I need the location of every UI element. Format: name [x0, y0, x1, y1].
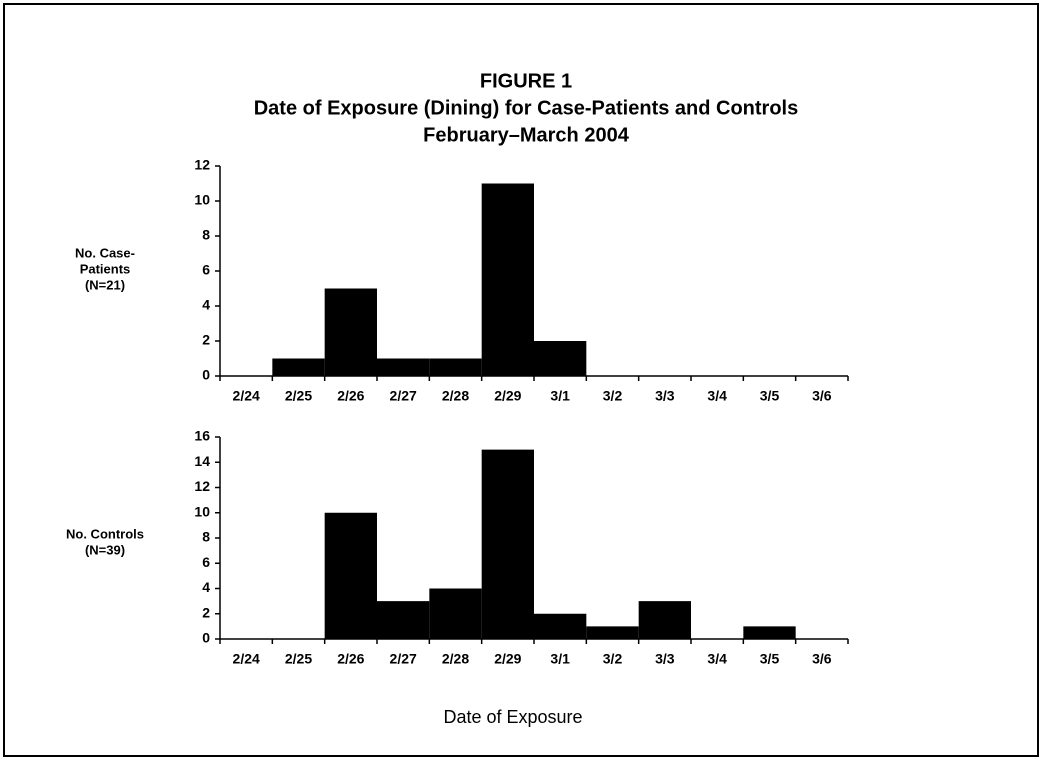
x-tick-label: 3/4	[707, 651, 727, 667]
bar	[429, 358, 482, 376]
x-axis-label: Date of Exposure	[443, 707, 582, 727]
x-tick-label: 3/4	[707, 388, 727, 404]
bar	[481, 183, 534, 376]
y-tick-label: 12	[194, 478, 210, 494]
x-tick-label: 3/3	[655, 651, 675, 667]
y-axis-label: (N=21)	[85, 277, 125, 292]
bar	[534, 341, 587, 376]
y-tick-label: 12	[194, 157, 210, 173]
y-tick-label: 10	[194, 192, 210, 208]
y-axis-label: No. Case-	[75, 245, 135, 260]
x-tick-label: 2/24	[233, 388, 260, 404]
x-tick-label: 2/26	[337, 651, 364, 667]
title-line: February–March 2004	[423, 124, 630, 146]
y-tick-label: 14	[194, 453, 210, 469]
bar	[324, 512, 377, 639]
y-tick-label: 4	[202, 297, 210, 313]
bar	[272, 358, 325, 376]
y-tick-label: 2	[202, 604, 210, 620]
x-tick-label: 2/25	[285, 651, 312, 667]
y-tick-label: 8	[202, 529, 210, 545]
x-tick-label: 3/5	[760, 388, 780, 404]
x-tick-label: 2/29	[494, 651, 521, 667]
bar	[638, 601, 691, 639]
x-tick-label: 3/1	[550, 651, 570, 667]
x-tick-label: 2/29	[494, 388, 521, 404]
x-tick-label: 2/27	[390, 388, 417, 404]
y-tick-label: 0	[202, 630, 210, 646]
x-tick-label: 3/3	[655, 388, 675, 404]
x-tick-label: 2/26	[337, 388, 364, 404]
title-line: FIGURE 1	[480, 70, 572, 92]
x-tick-label: 3/6	[812, 388, 832, 404]
x-tick-label: 2/27	[390, 651, 417, 667]
bar	[377, 601, 430, 639]
x-tick-label: 2/28	[442, 651, 469, 667]
bar	[743, 626, 796, 639]
y-axis-label: No. Controls	[66, 526, 144, 541]
title-line: Date of Exposure (Dining) for Case-Patie…	[254, 97, 799, 119]
x-tick-label: 2/28	[442, 388, 469, 404]
y-axis-label: Patients	[80, 261, 131, 276]
y-tick-label: 6	[202, 554, 210, 570]
bar	[324, 288, 377, 376]
bar	[586, 626, 639, 639]
x-tick-label: 3/1	[550, 388, 570, 404]
x-tick-label: 2/25	[285, 388, 312, 404]
x-tick-label: 3/5	[760, 651, 780, 667]
y-tick-label: 16	[194, 428, 210, 444]
x-tick-label: 2/24	[233, 651, 260, 667]
bar	[429, 588, 482, 639]
y-tick-label: 8	[202, 227, 210, 243]
x-tick-label: 3/2	[603, 388, 623, 404]
y-tick-label: 10	[194, 503, 210, 519]
y-tick-label: 0	[202, 367, 210, 383]
x-tick-label: 3/2	[603, 651, 623, 667]
bar	[481, 449, 534, 639]
bar	[534, 613, 587, 639]
x-tick-label: 3/6	[812, 651, 832, 667]
bar	[377, 358, 430, 376]
y-tick-label: 6	[202, 262, 210, 278]
y-tick-label: 4	[202, 579, 210, 595]
y-axis-label: (N=39)	[85, 542, 125, 557]
y-tick-label: 2	[202, 332, 210, 348]
